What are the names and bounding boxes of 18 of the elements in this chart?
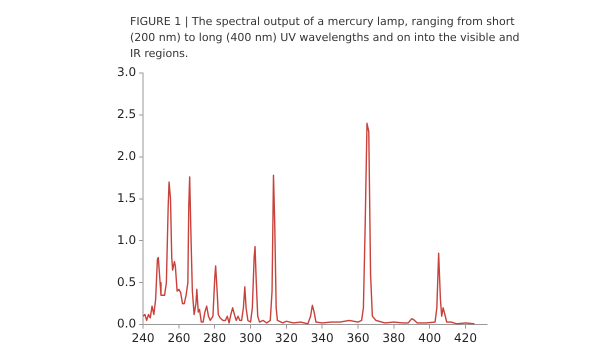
x-tick-label: 240 — [132, 330, 155, 345]
x-tick-label: 360 — [346, 330, 370, 345]
y-tick-label: 3.0 — [116, 65, 136, 80]
x-tick-label: 280 — [203, 330, 226, 345]
chart-title: FIGURE 1 | The spectral output of a mercury lamp, ranging from short (200 nm) to long (400 nm) UV wavelengths and on into the visible and IR regions. — [130, 14, 521, 62]
y-tick-label: 1.0 — [116, 232, 136, 247]
y-tick-label: 2.0 — [116, 148, 136, 163]
x-tick-label: 340 — [310, 330, 334, 345]
x-tick-label: 420 — [454, 330, 477, 345]
y-tick-label: 2.5 — [116, 107, 136, 122]
x-tick-label: 400 — [418, 330, 442, 345]
y-tick-label: 1.5 — [116, 190, 136, 205]
x-tick-label: 320 — [274, 330, 298, 345]
x-tick-label: 300 — [239, 330, 262, 345]
y-tick-label: 0.5 — [116, 274, 136, 289]
x-tick-label: 380 — [382, 330, 406, 345]
y-tick-label: 0.0 — [116, 316, 136, 331]
x-tick-label: 260 — [167, 330, 190, 345]
